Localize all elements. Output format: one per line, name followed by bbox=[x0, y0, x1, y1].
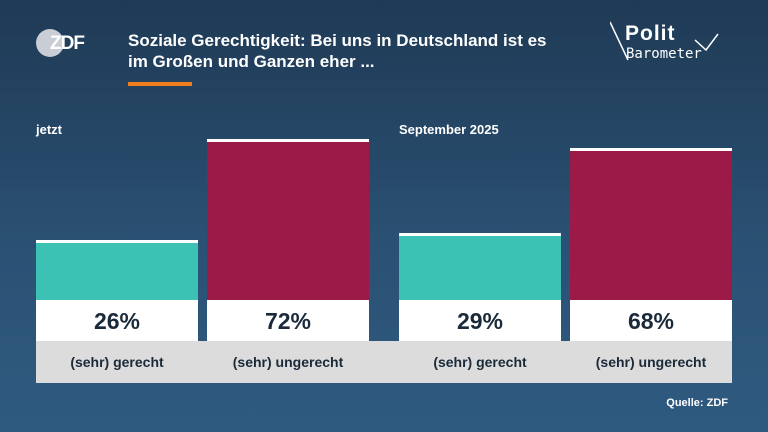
panel-label-september-2025: September 2025 bbox=[399, 122, 499, 137]
bar-september-2025-sehr-ungerecht bbox=[570, 151, 732, 300]
category-label-0-0: (sehr) gerecht bbox=[70, 354, 164, 370]
bar-jetzt-sehr-ungerecht bbox=[207, 142, 369, 300]
source-note: Quelle: ZDF bbox=[666, 397, 728, 409]
zdf-logo-text: ZDF bbox=[50, 33, 85, 54]
category-label-1-1: (sehr) ungerecht bbox=[595, 354, 707, 370]
value-label-september-2025-sehr-ungerecht: 68% bbox=[570, 300, 732, 341]
bar-jetzt-sehr-gerecht bbox=[36, 243, 198, 300]
bar-cap-jetzt-sehr-gerecht bbox=[36, 240, 198, 243]
zdf-logo: ZDF bbox=[36, 28, 88, 58]
brand-line-2: Barometer bbox=[626, 46, 702, 62]
category-label-1-0: (sehr) gerecht bbox=[433, 354, 527, 370]
politbarometer-logo: Polit Barometer bbox=[610, 20, 720, 70]
bar-cap-september-2025-sehr-gerecht bbox=[399, 233, 561, 236]
category-label-0-1: (sehr) ungerecht bbox=[232, 354, 344, 370]
panel-label-jetzt: jetzt bbox=[36, 122, 62, 137]
chart-title: Soziale Gerechtigkeit: Bei uns in Deutsc… bbox=[128, 31, 547, 71]
politbarometer-logo-graphic bbox=[610, 21, 719, 61]
bar-september-2025-sehr-gerecht bbox=[399, 236, 561, 300]
bar-cap-jetzt-sehr-ungerecht bbox=[207, 139, 369, 142]
value-label-jetzt-sehr-gerecht: 26% bbox=[36, 300, 198, 341]
title-accent-line bbox=[128, 82, 192, 86]
category-band-0 bbox=[36, 341, 399, 383]
value-label-september-2025-sehr-gerecht: 29% bbox=[399, 300, 561, 341]
value-label-jetzt-sehr-ungerecht: 72% bbox=[207, 300, 369, 341]
brand-line-1: Polit bbox=[625, 22, 676, 45]
category-band-1 bbox=[399, 341, 732, 383]
bar-cap-september-2025-sehr-ungerecht bbox=[570, 148, 732, 151]
zdf-logo-circle bbox=[36, 29, 64, 57]
